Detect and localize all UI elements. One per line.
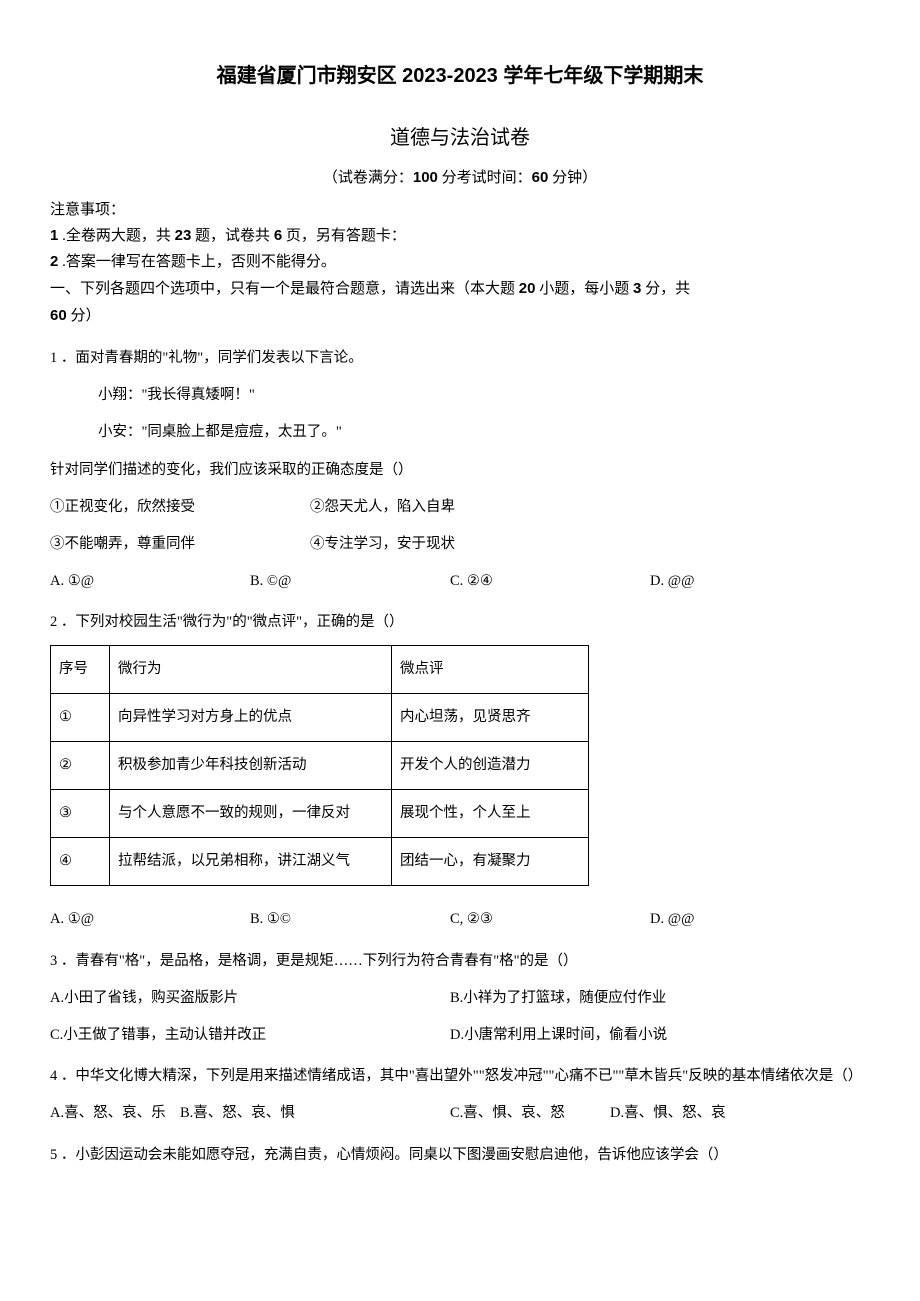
table-row: ③ 与个人意愿不一致的规则，一律反对 展现个性，个人至上 — [51, 790, 589, 838]
q2-th-0: 序号 — [51, 645, 110, 693]
q1-optline-1: ①正视变化，欣然接受 ②怨天尤人，陷入自卑 — [50, 496, 870, 519]
q2-r3-c: 团结一心，有凝聚力 — [392, 838, 589, 886]
notice-item-2: 2 .答案一律写在答题卡上，否则不能得分。 — [50, 250, 870, 274]
q2-stem: 2 ．下列对校园生活"微行为"的"微点评"，正确的是（） — [50, 611, 870, 634]
full-score: 100 — [413, 169, 438, 186]
q2-r1-n: ② — [51, 741, 110, 789]
q3-row-2: C.小王做了错事，主动认错并改正 D.小唐常利用上课时间，偷看小说 — [50, 1024, 870, 1047]
q4-choice-a: A.喜、怒、哀、乐 — [50, 1102, 180, 1125]
q1-choice-b: B. ©@ — [250, 570, 450, 593]
q2-r1-c: 开发个人的创造潜力 — [392, 741, 589, 789]
q1-quote-2: 小安："同桌脸上都是痘痘，太丑了。" — [98, 421, 870, 444]
section-1-instruction: 一、下列各题四个选项中，只有一个是最符合题意，请选出来（本大题 20 小题，每小… — [50, 276, 870, 329]
table-row: ① 向异性学习对方身上的优点 内心坦荡，见贤思齐 — [51, 693, 589, 741]
s1-total: 60 — [50, 307, 67, 324]
q1-opt-4: ④专注学习，安于现状 — [310, 533, 570, 556]
q4-choices: A.喜、怒、哀、乐 B.喜、怒、哀、惧 C.喜、惧、哀、怒 D.喜、惧、怒、哀 — [50, 1102, 870, 1125]
q1-opt-3: ③不能嘲弄，尊重同伴 — [50, 533, 310, 556]
q3-row-1: A.小田了省钱，购买盗版影片 B.小祥为了打篮球，随便应付作业 — [50, 987, 870, 1010]
q4-stem: 4 ．中华文化博大精深，下列是用来描述情绪成语，其中"喜出望外""怒发冲冠""心… — [50, 1065, 870, 1088]
q2-r0-n: ① — [51, 693, 110, 741]
s1-mid: 小题，每小题 — [535, 281, 633, 297]
q2-th-2: 微点评 — [392, 645, 589, 693]
meta-suffix: 分钟） — [548, 170, 597, 186]
q1-opt-2: ②怨天尤人，陷入自卑 — [310, 496, 570, 519]
s1-count: 20 — [519, 280, 536, 297]
exam-meta: （试卷满分：100 分考试时间：60 分钟） — [50, 166, 870, 190]
q2-table: 序号 微行为 微点评 ① 向异性学习对方身上的优点 内心坦荡，见贤思齐 ② 积极… — [50, 645, 589, 887]
question-2: 2 ．下列对校园生活"微行为"的"微点评"，正确的是（） 序号 微行为 微点评 … — [50, 611, 870, 931]
q2-r0-b: 向异性学习对方身上的优点 — [110, 693, 392, 741]
q2-choices: A. ①@ B. ①© C, ②③ D. @@ — [50, 908, 870, 931]
q4-choice-c: C.喜、惧、哀、怒 — [450, 1102, 610, 1125]
question-1: 1 ．面对青春期的"礼物"，同学们发表以下言论。 小翔："我长得真矮啊！" 小安… — [50, 347, 870, 593]
notice-2-body: .答案一律写在答题卡上，否则不能得分。 — [58, 254, 336, 270]
q4-choice-b: B.喜、怒、哀、惧 — [180, 1102, 450, 1125]
q2-choice-b: B. ①© — [250, 908, 450, 931]
q2-r1-b: 积极参加青少年科技创新活动 — [110, 741, 392, 789]
s1-tail: 分） — [67, 308, 101, 324]
q2-r2-c: 展现个性，个人至上 — [392, 790, 589, 838]
q1-choices: A. ①@ B. ©@ C. ②④ D. @@ — [50, 570, 870, 593]
meta-prefix: （试卷满分： — [323, 170, 413, 186]
q3-choice-d: D.小唐常利用上课时间，偷看小说 — [450, 1024, 850, 1047]
q2-choice-c: C, ②③ — [450, 908, 650, 931]
q2-choice-d: D. @@ — [650, 908, 850, 931]
q3-choice-c: C.小王做了错事，主动认错并改正 — [50, 1024, 450, 1047]
q2-r2-b: 与个人意愿不一致的规则，一律反对 — [110, 790, 392, 838]
notice-1-tail: 页，另有答题卡： — [282, 228, 406, 244]
s1-pre: 一、下列各题四个选项中，只有一个是最符合题意，请选出来（本大题 — [50, 281, 519, 297]
notice-1-qcount: 23 — [175, 227, 192, 244]
notice-1-body: .全卷两大题，共 — [58, 228, 174, 244]
q2-r3-b: 拉帮结派，以兄弟相称，讲江湖义气 — [110, 838, 392, 886]
s1-mid2: 分，共 — [641, 281, 690, 297]
question-5: 5 ．小彭因运动会未能如愿夺冠，充满自责，心情烦闷。同桌以下图漫画安慰启迪他，告… — [50, 1144, 870, 1167]
duration: 60 — [532, 169, 549, 186]
notice-item-1: 1 .全卷两大题，共 23 题，试卷共 6 页，另有答题卡： — [50, 224, 870, 248]
q2-r2-n: ③ — [51, 790, 110, 838]
question-3: 3 ．青春有"格"，是品格，是格调，更是规矩……下列行为符合青春有"格"的是（）… — [50, 950, 870, 1048]
notice-1-pages: 6 — [274, 227, 282, 244]
q1-optline-2: ③不能嘲弄，尊重同伴 ④专注学习，安于现状 — [50, 533, 870, 556]
q1-prompt: 针对同学们描述的变化，我们应该采取的正确态度是（） — [50, 459, 870, 482]
q2-r0-c: 内心坦荡，见贤思齐 — [392, 693, 589, 741]
q3-stem: 3 ．青春有"格"，是品格，是格调，更是规矩……下列行为符合青春有"格"的是（） — [50, 950, 870, 973]
q2-th-1: 微行为 — [110, 645, 392, 693]
question-4: 4 ．中华文化博大精深，下列是用来描述情绪成语，其中"喜出望外""怒发冲冠""心… — [50, 1065, 870, 1125]
q1-choice-d: D. @@ — [650, 570, 850, 593]
q1-quote-1: 小翔："我长得真矮啊！" — [98, 384, 870, 407]
q1-opt-1: ①正视变化，欣然接受 — [50, 496, 310, 519]
q1-choice-a: A. ①@ — [50, 570, 250, 593]
q5-stem: 5 ．小彭因运动会未能如愿夺冠，充满自责，心情烦闷。同桌以下图漫画安慰启迪他，告… — [50, 1144, 870, 1167]
q3-choice-b: B.小祥为了打篮球，随便应付作业 — [450, 987, 850, 1010]
table-row: ④ 拉帮结派，以兄弟相称，讲江湖义气 团结一心，有凝聚力 — [51, 838, 589, 886]
q4-choice-d: D.喜、惧、怒、哀 — [610, 1102, 726, 1125]
q2-choice-a: A. ①@ — [50, 908, 250, 931]
q2-r3-n: ④ — [51, 838, 110, 886]
meta-mid: 分考试时间： — [438, 170, 532, 186]
page-title: 福建省厦门市翔安区 2023-2023 学年七年级下学期期末 — [50, 60, 870, 92]
page-subtitle: 道德与法治试卷 — [50, 122, 870, 154]
table-header-row: 序号 微行为 微点评 — [51, 645, 589, 693]
q1-stem: 1 ．面对青春期的"礼物"，同学们发表以下言论。 — [50, 347, 870, 370]
q1-choice-c: C. ②④ — [450, 570, 650, 593]
table-row: ② 积极参加青少年科技创新活动 开发个人的创造潜力 — [51, 741, 589, 789]
notice-heading: 注意事项： — [50, 198, 870, 222]
notice-1-mid: 题，试卷共 — [191, 228, 274, 244]
q3-choice-a: A.小田了省钱，购买盗版影片 — [50, 987, 450, 1010]
